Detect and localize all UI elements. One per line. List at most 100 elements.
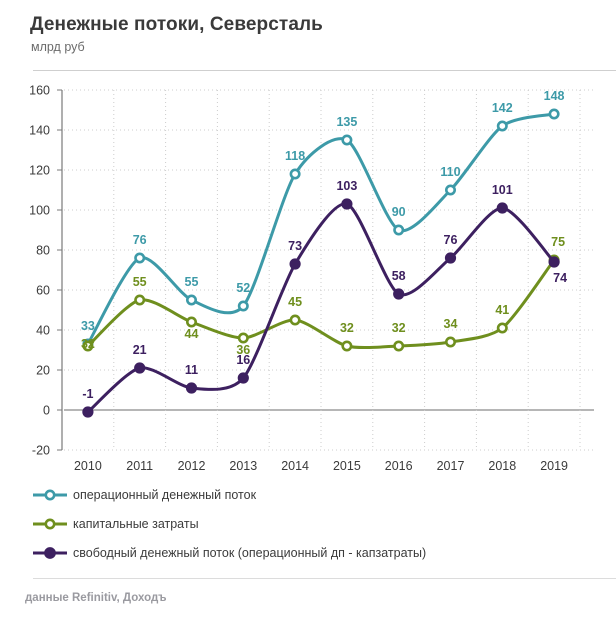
data-point-marker bbox=[341, 340, 353, 352]
data-point-label: 16 bbox=[236, 353, 250, 367]
data-point-label: 148 bbox=[544, 89, 565, 103]
data-point-label: 142 bbox=[492, 101, 513, 115]
data-point-marker bbox=[82, 406, 94, 418]
data-point-marker bbox=[393, 288, 405, 300]
source-note: данные Refinitiv, Доходъ bbox=[25, 592, 167, 604]
data-point-marker bbox=[186, 294, 198, 306]
line-chart-plot: -20 0 20 40 60 80 100 120 140 160 2010 2011 2012 2013… bbox=[29, 84, 594, 470]
x-axis-tick-label: 2010 bbox=[74, 459, 102, 470]
data-point-marker bbox=[237, 332, 249, 344]
data-point-marker bbox=[289, 258, 301, 270]
data-point-label: 118 bbox=[285, 149, 305, 163]
x-axis-tick-label: 2012 bbox=[178, 459, 206, 470]
data-point-marker bbox=[185, 382, 198, 394]
data-point-marker bbox=[393, 224, 405, 236]
legend-label: капитальные затраты bbox=[73, 516, 199, 531]
y-axis-tick-label: 20 bbox=[36, 364, 50, 378]
data-point-marker bbox=[341, 134, 353, 146]
data-point-marker bbox=[134, 294, 146, 306]
legend-label: операционный денежный поток bbox=[73, 487, 257, 502]
y-axis-tick-label: 40 bbox=[36, 324, 50, 338]
data-point-marker bbox=[548, 108, 560, 120]
data-point-label: 41 bbox=[495, 303, 509, 317]
series-line bbox=[86, 258, 556, 350]
data-point-label: 110 bbox=[440, 165, 460, 179]
legend-label: свободный денежный поток (операционный д… bbox=[73, 545, 427, 560]
footer-divider bbox=[33, 578, 616, 579]
x-axis-tick-label: 2016 bbox=[385, 459, 413, 470]
x-axis-tick-label: 2011 bbox=[126, 459, 153, 470]
page-title: Денежные потоки, Северсталь bbox=[30, 14, 323, 35]
data-point-label: 90 bbox=[392, 205, 406, 219]
data-point-label: 74 bbox=[553, 271, 567, 285]
data-point-label: 45 bbox=[288, 295, 302, 309]
data-point-marker bbox=[444, 336, 456, 348]
data-point-marker bbox=[237, 300, 249, 312]
series-0: 33 76 55 52 118 135 90 110 142 148 bbox=[81, 89, 565, 350]
data-point-marker bbox=[496, 120, 508, 132]
y-axis-tick-label: 80 bbox=[36, 244, 50, 258]
data-point-label: 76 bbox=[133, 233, 147, 247]
data-point-label: 76 bbox=[444, 233, 458, 247]
data-point-marker bbox=[548, 256, 560, 268]
legend-item-capital-expenditures[interactable]: капитальные затраты bbox=[33, 509, 613, 538]
data-point-label: 33 bbox=[81, 319, 95, 333]
data-point-label: 73 bbox=[288, 239, 302, 253]
data-point-marker bbox=[341, 198, 353, 210]
data-point-label: 52 bbox=[236, 281, 250, 295]
data-point-marker bbox=[444, 252, 457, 264]
series-2: -1 21 11 16 73 103 58 76 101 74 bbox=[82, 179, 567, 418]
legend-marker-capital-expenditures bbox=[33, 518, 67, 529]
data-point-label: -1 bbox=[82, 387, 93, 401]
data-point-marker bbox=[237, 372, 249, 384]
y-axis-tick-label: 0 bbox=[43, 404, 50, 418]
data-point-marker bbox=[289, 168, 301, 180]
series-1: 32 55 44 36 45 32 32 34 41 75 bbox=[81, 235, 565, 357]
data-point-label: 103 bbox=[336, 179, 357, 193]
data-point-marker bbox=[444, 184, 456, 196]
series-line bbox=[86, 202, 556, 414]
x-axis-tick-label: 2019 bbox=[540, 459, 568, 470]
legend-marker-operating-cash-flow bbox=[33, 489, 67, 500]
data-point-label: 55 bbox=[185, 275, 199, 289]
legend-item-free-cash-flow[interactable]: свободный денежный поток (операционный д… bbox=[33, 538, 613, 567]
data-point-label: 58 bbox=[392, 269, 406, 283]
data-point-label: 32 bbox=[392, 321, 406, 335]
x-axis-tick-label: 2017 bbox=[437, 459, 465, 470]
legend-marker-free-cash-flow bbox=[33, 546, 67, 559]
data-point-marker bbox=[393, 340, 405, 352]
x-axis-tick-label: 2015 bbox=[333, 459, 361, 470]
y-axis-tick-label: 120 bbox=[29, 164, 50, 178]
legend-item-operating-cash-flow[interactable]: операционный денежный поток bbox=[33, 480, 613, 509]
data-point-label: 44 bbox=[185, 327, 199, 341]
data-point-label: 55 bbox=[133, 275, 147, 289]
data-point-label: 34 bbox=[444, 317, 458, 331]
data-point-label: 21 bbox=[133, 343, 147, 357]
x-axis-tick-label: 2018 bbox=[488, 459, 516, 470]
data-point-marker bbox=[134, 252, 146, 264]
data-point-marker bbox=[496, 322, 508, 334]
data-point-label: 101 bbox=[492, 183, 513, 197]
data-point-marker bbox=[186, 316, 198, 328]
data-point-label: 32 bbox=[340, 321, 354, 335]
data-point-marker bbox=[289, 314, 301, 326]
data-point-label: 75 bbox=[551, 235, 565, 249]
x-axis-tick-label: 2014 bbox=[281, 459, 309, 470]
data-point-label: 32 bbox=[81, 337, 95, 351]
header-divider bbox=[33, 70, 616, 71]
y-axis-tick-label: 60 bbox=[36, 284, 50, 298]
y-axis-tick-label: -20 bbox=[32, 444, 50, 458]
data-point-label: 11 bbox=[185, 363, 198, 377]
data-point-label: 135 bbox=[336, 115, 357, 129]
data-point-marker bbox=[82, 340, 94, 352]
data-point-marker bbox=[496, 202, 508, 214]
y-axis-tick-label: 160 bbox=[29, 84, 50, 98]
x-axis-tick-label: 2013 bbox=[229, 459, 257, 470]
y-axis-tick-label: 140 bbox=[29, 124, 50, 138]
data-point-label: 36 bbox=[236, 343, 250, 357]
series-line bbox=[86, 112, 556, 346]
y-axis-tick-label: 100 bbox=[29, 204, 50, 218]
data-point-marker bbox=[134, 362, 146, 374]
chart-legend: операционный денежный поток капитальные … bbox=[33, 480, 613, 567]
